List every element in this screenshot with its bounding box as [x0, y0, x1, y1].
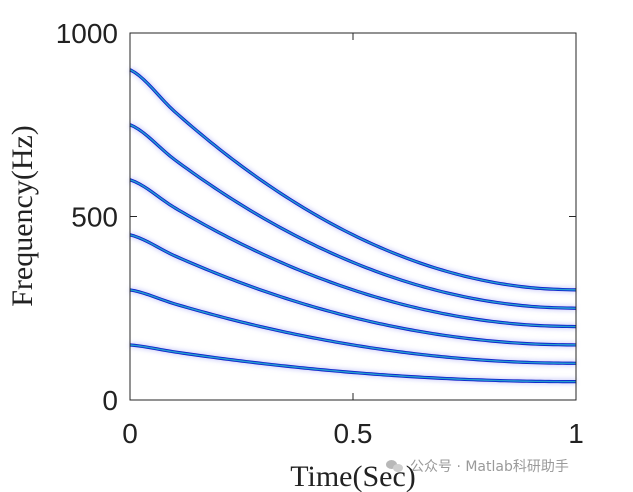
- watermark: 公众号 · Matlab科研助手: [386, 456, 569, 476]
- x-tick-label: 0.5: [334, 418, 373, 449]
- y-tick-label: 1000: [56, 18, 118, 49]
- series-2-line: [129, 286, 577, 367]
- y-axis-title: Frequency(Hz): [6, 125, 39, 307]
- series-layer: [128, 67, 577, 385]
- series-3-line: [129, 231, 577, 348]
- series-1-line: [129, 341, 577, 385]
- wechat-icon: [386, 459, 404, 473]
- tick-layer: 0 0.5 1 0 500 1000: [56, 18, 584, 449]
- series-4-line: [128, 176, 577, 330]
- y-tick-label: 0: [102, 385, 118, 416]
- series-5-line: [128, 122, 577, 312]
- series-6-line: [128, 67, 577, 293]
- plot-background: [130, 33, 576, 400]
- x-tick-label: 1: [568, 418, 584, 449]
- x-tick-label: 0: [122, 418, 138, 449]
- watermark-text: 公众号 · Matlab科研助手: [410, 459, 569, 475]
- y-tick-label: 500: [71, 202, 118, 233]
